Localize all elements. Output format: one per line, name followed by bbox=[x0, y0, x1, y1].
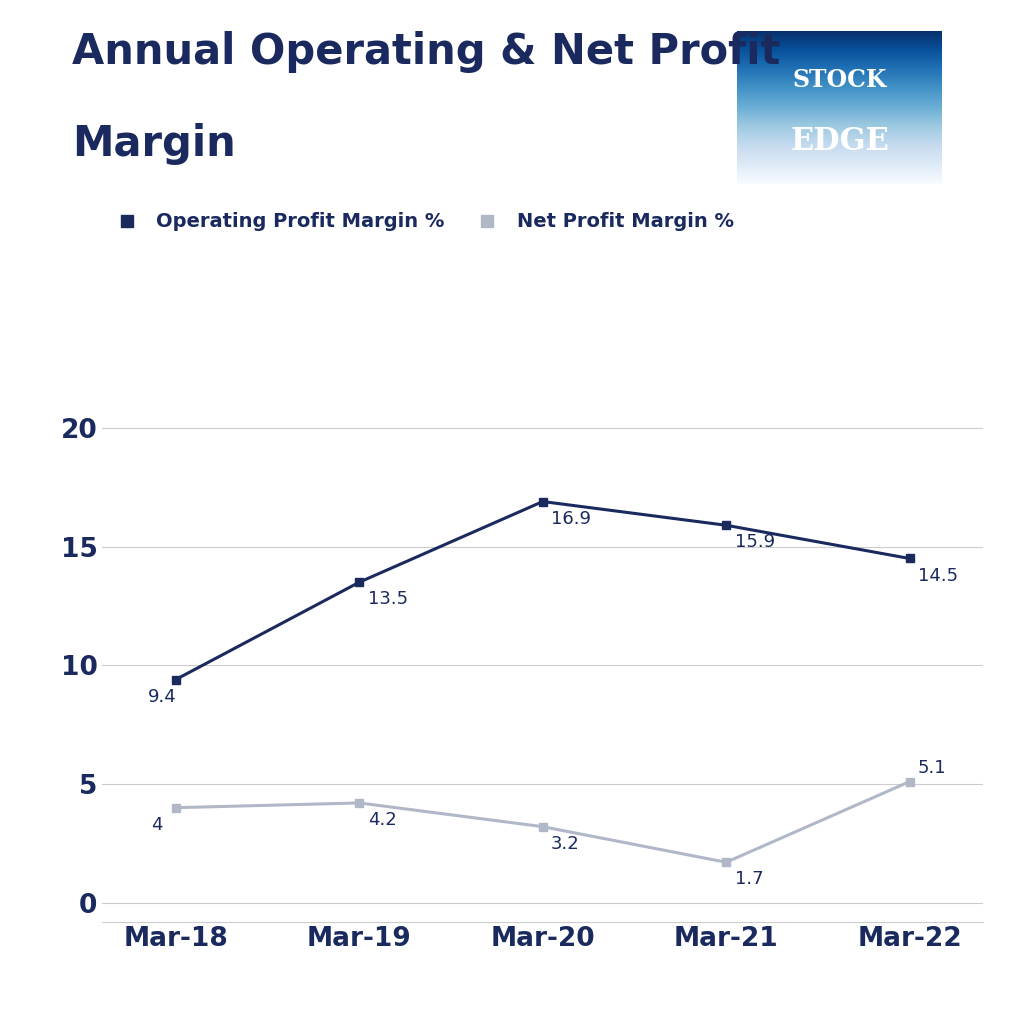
Text: Annual Operating & Net Profit: Annual Operating & Net Profit bbox=[72, 31, 780, 73]
Text: 16.9: 16.9 bbox=[551, 510, 591, 527]
Text: 9.4: 9.4 bbox=[148, 688, 177, 706]
Text: 4.2: 4.2 bbox=[368, 811, 396, 829]
Text: 13.5: 13.5 bbox=[368, 591, 408, 608]
Text: 3.2: 3.2 bbox=[551, 835, 580, 853]
Text: 15.9: 15.9 bbox=[734, 534, 774, 552]
Text: 1.7: 1.7 bbox=[734, 870, 763, 889]
Text: 4: 4 bbox=[151, 816, 162, 834]
Text: Margin: Margin bbox=[72, 123, 236, 165]
Text: EDGE: EDGE bbox=[791, 126, 889, 157]
Text: STOCK: STOCK bbox=[793, 68, 887, 92]
Legend: Operating Profit Margin %, Net Profit Margin %: Operating Profit Margin %, Net Profit Ma… bbox=[108, 212, 733, 231]
Text: 5.1: 5.1 bbox=[918, 759, 946, 777]
Text: 14.5: 14.5 bbox=[918, 566, 958, 585]
